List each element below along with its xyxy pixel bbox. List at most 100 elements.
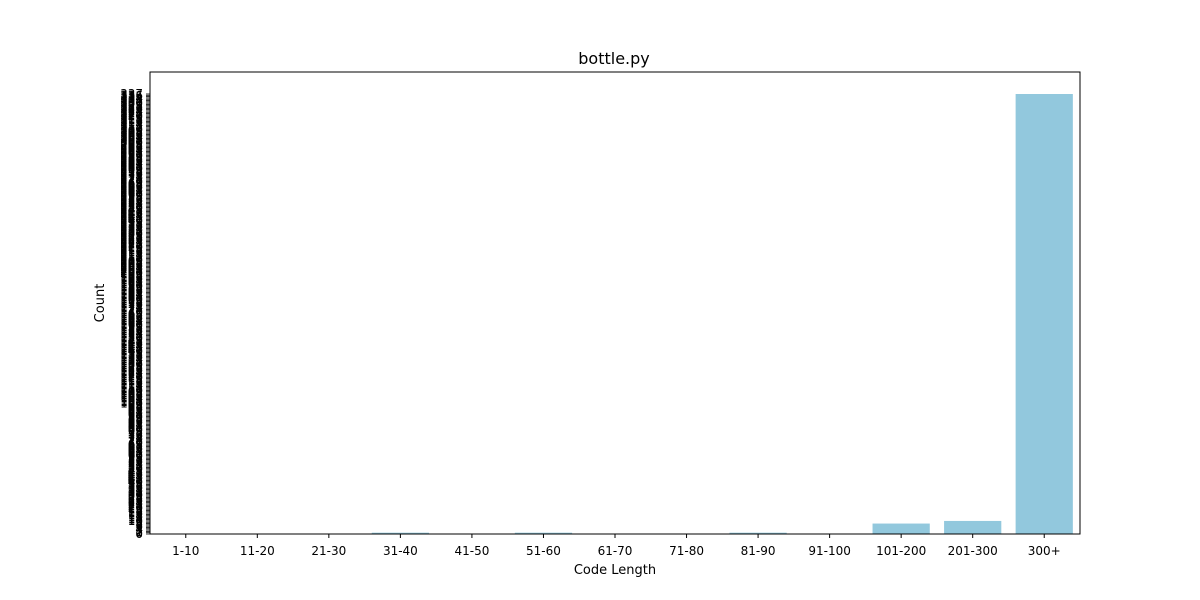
y-tick-label: 204 — [120, 261, 143, 275]
y-tick-label: 236 — [120, 219, 143, 233]
x-tick-label: 300+ — [1028, 544, 1061, 558]
y-tick-label: 133 — [120, 353, 143, 367]
y-tick-label: 280 — [120, 161, 143, 175]
y-tick-label: 174 — [120, 300, 143, 314]
y-tick-label: 175 — [120, 299, 143, 313]
y-tick-label: 119 — [120, 372, 143, 386]
y-tick-label: 35 — [128, 481, 143, 495]
y-tick-label: 120 — [120, 370, 143, 384]
y-tick-label: 160 — [120, 318, 143, 332]
y-tick-label: 95 — [128, 403, 143, 417]
y-tick-label: 156 — [120, 323, 143, 337]
y-tick-label: 4 — [135, 522, 143, 536]
y-tick-label: 212 — [120, 250, 143, 264]
y-tick-label: 302 — [120, 133, 143, 147]
x-tick-label: 91-100 — [808, 544, 851, 558]
y-tick-label: 90 — [128, 409, 143, 423]
y-tick-label: 243 — [120, 210, 143, 224]
y-tick-label: 272 — [120, 172, 143, 186]
y-tick-label: 24 — [128, 496, 143, 510]
y-tick-label: 2 — [135, 524, 143, 538]
y-tick-label: 94 — [128, 404, 143, 418]
y-tick-label: 260 — [120, 188, 143, 202]
y-tick-label: 168 — [120, 308, 143, 322]
y-tick-label: 73 — [128, 432, 143, 446]
y-tick-label: 34 — [128, 483, 143, 497]
bar-81-90 — [729, 532, 787, 534]
y-tick-label: 145 — [120, 338, 143, 352]
y-tick-label: 170 — [120, 305, 143, 319]
y-tick-label: 318 — [120, 112, 143, 126]
y-tick-label: 241 — [120, 212, 143, 226]
y-tick-label: 9 — [135, 515, 143, 529]
y-tick-label: 288 — [120, 151, 143, 165]
y-tick-label: 217 — [120, 244, 143, 258]
y-tick-label: 329 — [120, 97, 143, 111]
y-tick-label: 77 — [128, 426, 143, 440]
y-tick-label: 261 — [120, 186, 143, 200]
y-tick-label: 171 — [120, 304, 143, 318]
y-tick-label: 166 — [120, 310, 143, 324]
y-tick-label: 79 — [128, 424, 143, 438]
y-tick-label: 172 — [120, 302, 143, 316]
y-tick-label: 55 — [128, 455, 143, 469]
bar-31-40 — [371, 532, 429, 534]
y-tick-label: 315 — [120, 116, 143, 130]
y-tick-label: 210 — [120, 253, 143, 267]
y-tick-label: 159 — [120, 319, 143, 333]
y-tick-label: 13 — [128, 510, 143, 524]
y-tick-label: 129 — [120, 359, 143, 373]
y-tick-label: 114 — [120, 378, 143, 392]
y-tick-label: 275 — [120, 168, 143, 182]
y-tick-label: 62 — [128, 446, 143, 460]
y-tick-label: 220 — [120, 240, 143, 254]
y-tick-label: 165 — [120, 312, 143, 326]
y-tick-label: 152 — [120, 329, 143, 343]
y-tick-label: 303 — [120, 131, 143, 145]
y-tick-label: 101 — [120, 395, 143, 409]
y-tick-label: 112 — [120, 381, 143, 395]
y-tick-label: 202 — [120, 263, 143, 277]
y-tick-label: 47 — [128, 466, 143, 480]
y-tick-label: 274 — [120, 169, 143, 183]
y-tick-label: 29 — [128, 489, 143, 503]
y-tick-label: 239 — [120, 215, 143, 229]
y-tick-label: 67 — [128, 440, 143, 454]
y-tick-label: 185 — [120, 285, 143, 299]
y-tick-label: 106 — [120, 389, 143, 403]
y-tick-label: 252 — [120, 198, 143, 212]
y-tick-label: 75 — [128, 429, 143, 443]
y-tick-label: 27 — [128, 492, 143, 506]
y-tick-label: 254 — [120, 195, 143, 209]
y-tick-label: 155 — [120, 325, 143, 339]
y-tick-label: 81 — [128, 421, 143, 435]
y-tick-label: 205 — [120, 259, 143, 273]
bar-201-300 — [944, 520, 1002, 534]
x-tick-label: 51-60 — [526, 544, 561, 558]
y-tick-label: 7 — [135, 518, 143, 532]
y-tick-label: 100 — [120, 396, 143, 410]
y-tick-label: 127 — [120, 361, 143, 375]
y-tick-label: 271 — [120, 173, 143, 187]
y-tick-label: 142 — [120, 342, 143, 356]
y-tick-label: 147 — [120, 335, 143, 349]
y-tick-label: 215 — [120, 246, 143, 260]
y-tick-label: 224 — [120, 235, 143, 249]
y-tick-label: 281 — [120, 160, 143, 174]
y-tick-label: 180 — [120, 292, 143, 306]
y-tick-label: 122 — [120, 368, 143, 382]
y-tick-label: 259 — [120, 189, 143, 203]
y-tick-label: 306 — [120, 127, 143, 141]
y-tick-label: 321 — [120, 108, 143, 122]
y-tick-label: 250 — [120, 201, 143, 215]
y-tick-label: 230 — [120, 227, 143, 241]
y-tick-label: 194 — [120, 274, 143, 288]
x-ticks-layer: 1-10 11-20 21-30 31-40 41-50 51-60 61-70 71-80 8… — [172, 534, 1061, 558]
y-tick-label: 162 — [120, 315, 143, 329]
y-tick-label: 12 — [128, 511, 143, 525]
y-tick-label: 285 — [120, 155, 143, 169]
y-tick-label: 323 — [120, 105, 143, 119]
y-tick-label: 99 — [128, 398, 143, 412]
y-tick-label: 128 — [120, 360, 143, 374]
